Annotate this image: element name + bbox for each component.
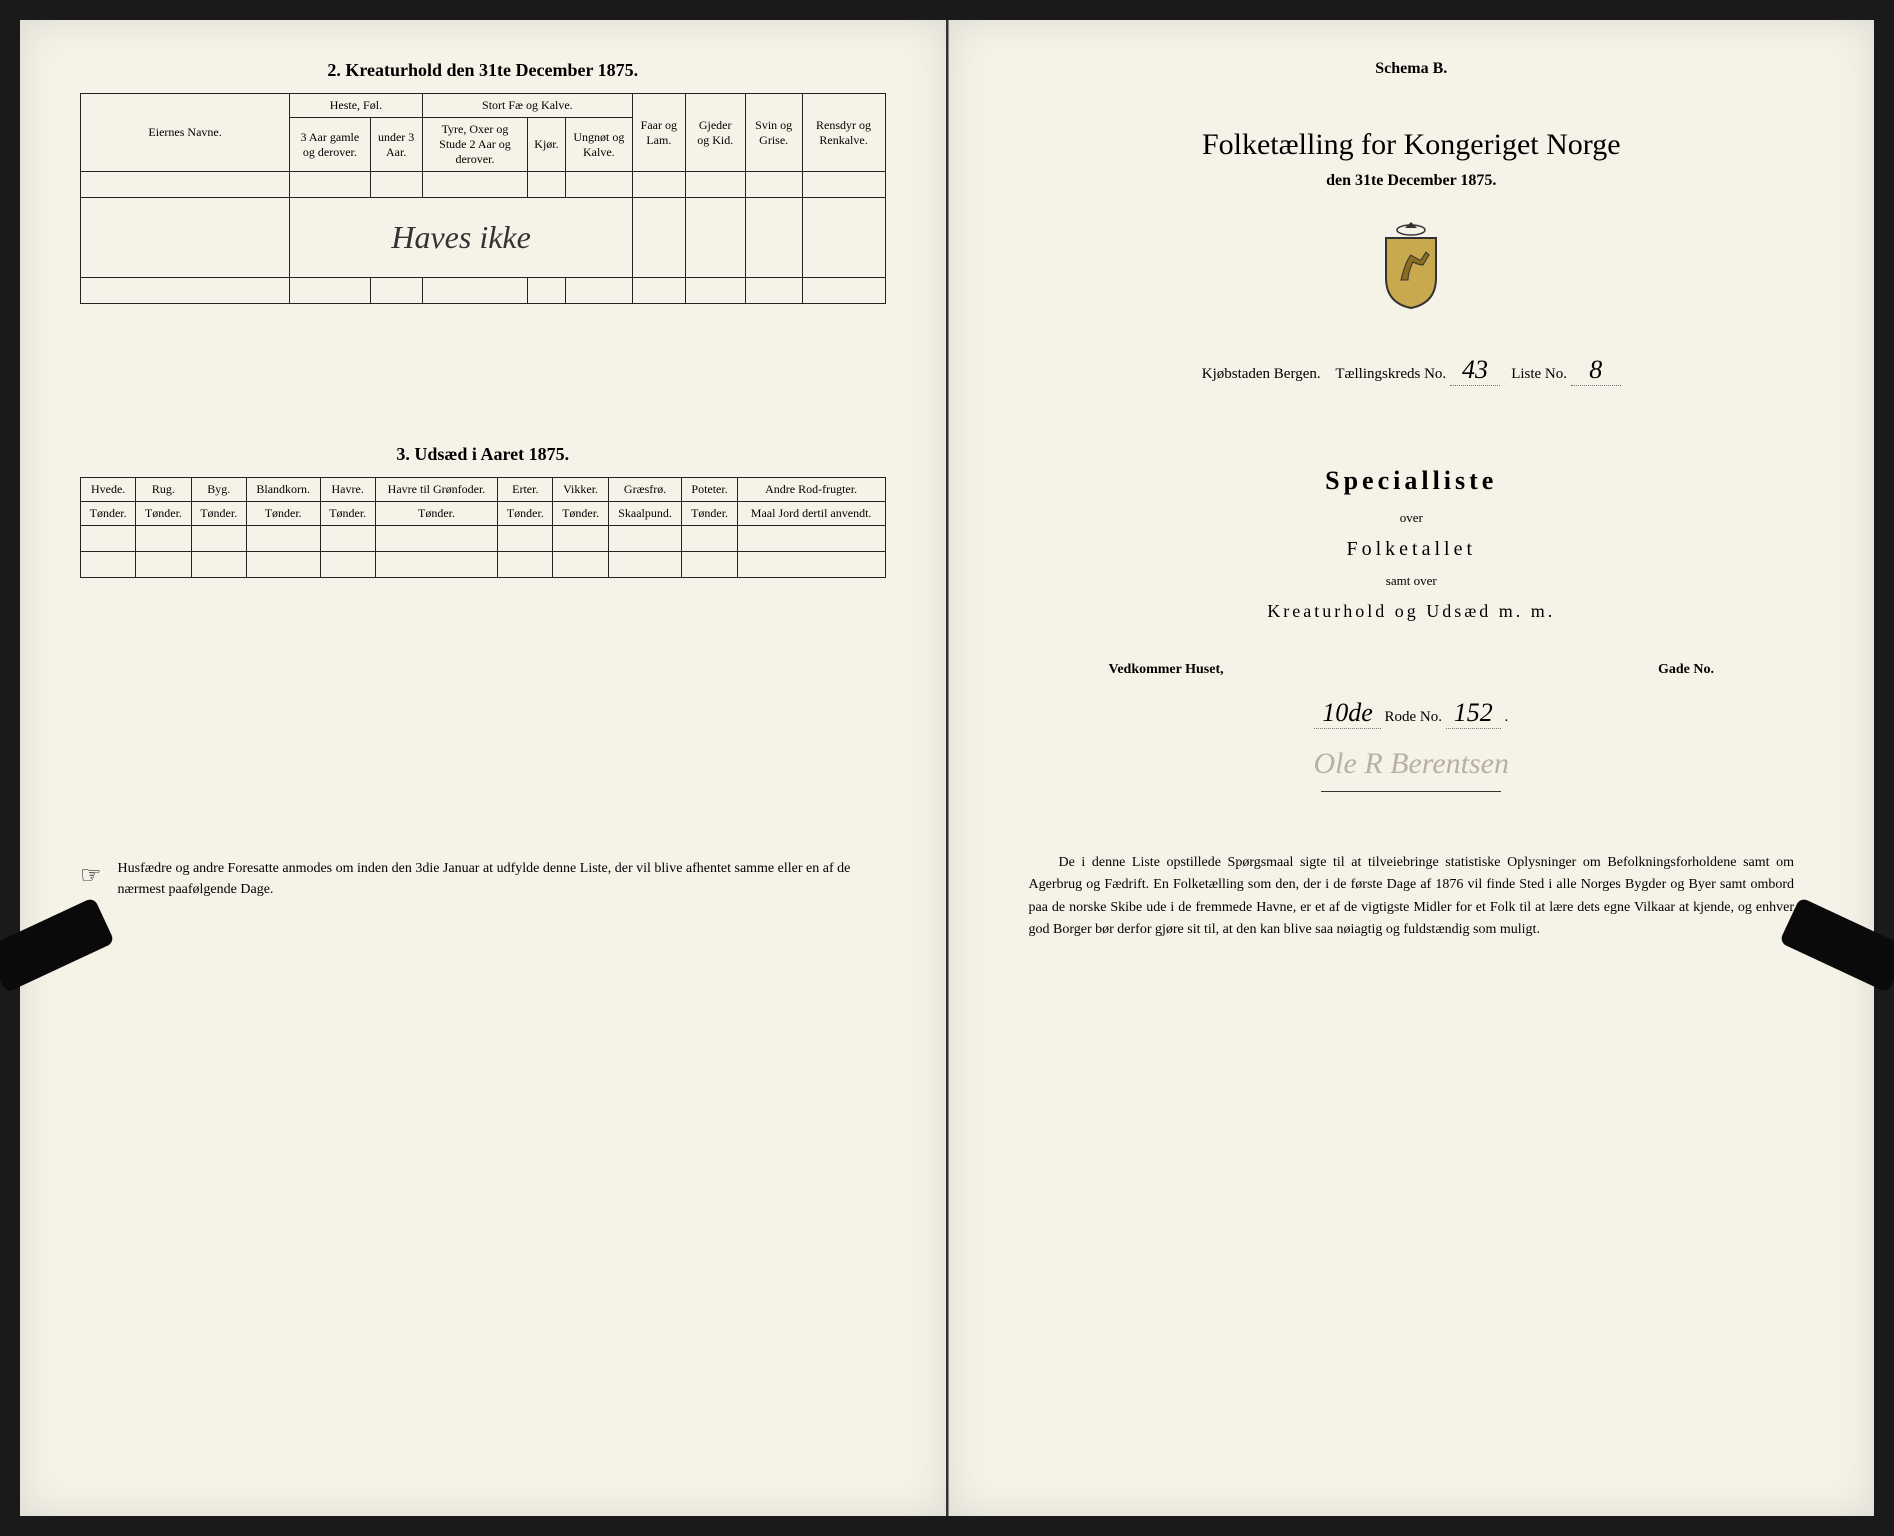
t3c4: Havre. (320, 478, 375, 502)
sub-stort3: Ungnøt og Kalve. (565, 118, 632, 172)
t3u6: Tønder. (498, 502, 553, 526)
book-clip-left (0, 897, 115, 993)
table3-head-row: Hvede. Rug. Byg. Blandkorn. Havre. Havre… (81, 478, 886, 502)
rode-label: Rode No. (1385, 709, 1443, 725)
book-spread: 2. Kreaturhold den 31te December 1875. E… (20, 20, 1874, 1516)
t3c10: Andre Rod-frugter. (737, 478, 885, 502)
sub-stort2: Kjør. (528, 118, 565, 172)
table-row-handwriting: Haves ikke (81, 198, 886, 278)
grp-heste: Heste, Føl. (290, 94, 423, 118)
col-faar: Faar og Lam. (633, 94, 686, 172)
schema-label: Schema B. (1009, 60, 1815, 78)
t3u9: Tønder. (682, 502, 737, 526)
divider (1321, 791, 1501, 792)
section2-title: 2. Kreaturhold den 31te December 1875. (80, 60, 886, 81)
samt-label: samt over (1009, 573, 1815, 589)
sub-heste2: under 3 Aar. (370, 118, 422, 172)
signature: Ole R Berentsen (1009, 747, 1815, 781)
t3c3: Blandkorn. (246, 478, 320, 502)
liste-value: 8 (1571, 355, 1621, 386)
footnote: ☞ Husfædre og andre Foresatte anmodes om… (80, 858, 886, 900)
t3u2: Tønder. (191, 502, 246, 526)
main-title: Folketælling for Kongeriget Norge (1009, 128, 1815, 162)
folketallet: Folketallet (1009, 538, 1815, 561)
kjobstad: Kjøbstaden Bergen. (1202, 366, 1321, 382)
t3u5: Tønder. (375, 502, 497, 526)
t3u10: Maal Jord dertil anvendt. (737, 502, 885, 526)
sub-title: den 31te December 1875. (1009, 172, 1815, 190)
table-row (81, 278, 886, 304)
handwritten-note: Haves ikke (290, 198, 633, 278)
col-gjeder: Gjeder og Kid. (685, 94, 745, 172)
kjob-line: Kjøbstaden Bergen. Tællingskreds No. 43 … (1009, 355, 1815, 386)
table-kreaturhold: Eiernes Navne. Heste, Føl. Stort Fæ og K… (80, 93, 886, 304)
book-clip-right (1779, 897, 1894, 993)
t3u0: Tønder. (81, 502, 136, 526)
table-row (81, 526, 886, 552)
left-page: 2. Kreaturhold den 31te December 1875. E… (20, 20, 948, 1516)
taelling-value: 43 (1450, 355, 1500, 386)
specialliste: Specialliste (1009, 466, 1815, 496)
t3c9: Poteter. (682, 478, 737, 502)
vedkommer: Vedkommer Huset, (1109, 662, 1224, 678)
t3c1: Rug. (136, 478, 191, 502)
kreatur-line: Kreaturhold og Udsæd m. m. (1009, 601, 1815, 622)
section3-title: 3. Udsæd i Aaret 1875. (80, 444, 886, 465)
t3u7: Tønder. (553, 502, 608, 526)
t3c0: Hvede. (81, 478, 136, 502)
gade-no: Gade No. (1658, 662, 1714, 678)
liste-label: Liste No. (1511, 366, 1567, 382)
t3c5: Havre til Grønfoder. (375, 478, 497, 502)
col-rensdyr: Rensdyr og Renkalve. (802, 94, 885, 172)
table-udsaed: Hvede. Rug. Byg. Blandkorn. Havre. Havre… (80, 477, 886, 578)
rode-line: 10de Rode No. 152 . (1009, 698, 1815, 729)
col-svin: Svin og Grise. (745, 94, 802, 172)
col-eier: Eiernes Navne. (81, 94, 290, 172)
t3u8: Skaalpund. (608, 502, 682, 526)
t3u1: Tønder. (136, 502, 191, 526)
taelling-label: Tællingskreds No. (1335, 366, 1446, 382)
sub-stort1: Tyre, Oxer og Stude 2 Aar og derover. (422, 118, 528, 172)
vedkommer-row: Vedkommer Huset, Gade No. (1009, 662, 1815, 678)
right-page: Schema B. Folketælling for Kongeriget No… (948, 20, 1875, 1516)
over-label: over (1009, 510, 1815, 526)
table3-unit-row: Tønder. Tønder. Tønder. Tønder. Tønder. … (81, 502, 886, 526)
table-row (81, 552, 886, 578)
table-row (81, 172, 886, 198)
rode-value: 152 (1446, 698, 1501, 729)
t3u3: Tønder. (246, 502, 320, 526)
grp-stort: Stort Fæ og Kalve. (422, 94, 632, 118)
footnote-text: Husfædre og andre Foresatte anmodes om i… (118, 858, 886, 900)
t3c2: Byg. (191, 478, 246, 502)
t3c6: Erter. (498, 478, 553, 502)
t3c7: Vikker. (553, 478, 608, 502)
bottom-paragraph: De i denne Liste opstillede Spørgsmaal s… (1009, 852, 1815, 942)
t3u4: Tønder. (320, 502, 375, 526)
pointing-hand-icon: ☞ (80, 858, 102, 894)
rode-pre: 10de (1314, 698, 1381, 729)
t3c8: Græsfrø. (608, 478, 682, 502)
coat-of-arms-icon (1009, 220, 1815, 315)
sub-heste1: 3 Aar gamle og derover. (290, 118, 370, 172)
